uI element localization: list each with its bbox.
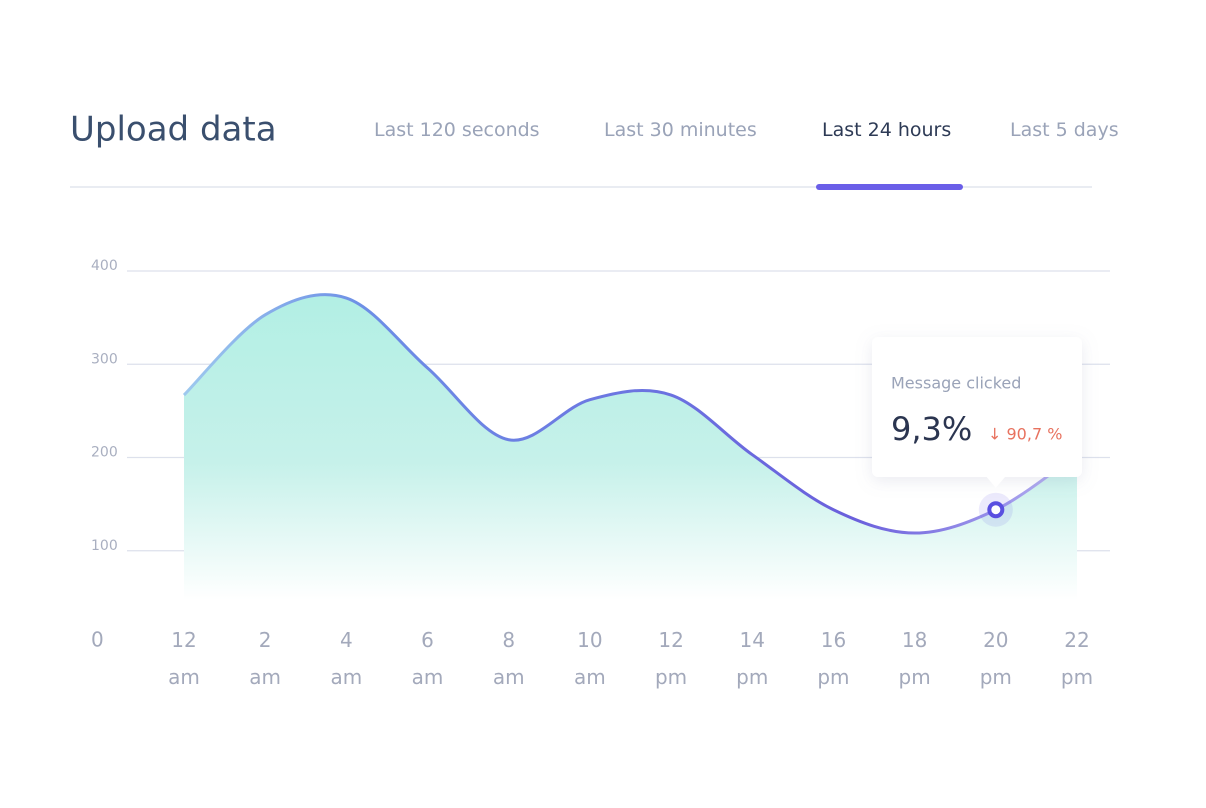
x-tick-label: 14 pm <box>736 628 769 689</box>
plot: 0 100 200 300 400 Message clicked 9,3% ↓ 90,7 % <box>91 184 1110 652</box>
tab[interactable]: Last 24 hours <box>822 119 952 141</box>
x-tick-label: 12 am <box>168 628 200 689</box>
y-tick-label: 400 <box>91 258 118 274</box>
tooltip-label: Message clicked <box>891 374 1021 393</box>
x-tick-label: 4 am <box>330 628 363 689</box>
x-tick-label: 10 am <box>574 628 606 689</box>
tab[interactable]: Last 120 seconds <box>374 119 540 141</box>
tooltip-value: 9,3% <box>891 410 972 448</box>
y-tick-label: 0 <box>91 628 104 652</box>
chart-title: Upload data <box>70 110 277 150</box>
y-tick-label: 300 <box>91 351 118 367</box>
area <box>184 294 1077 600</box>
tooltip: Message clicked 9,3% ↓ 90,7 % <box>872 337 1082 488</box>
line <box>182 293 1078 535</box>
x-tick-label: 2 am <box>249 628 282 689</box>
highlight-point <box>987 501 1005 519</box>
x-tick-label: 8 am <box>492 628 525 689</box>
x-tick-label: 6 am <box>411 628 444 689</box>
x-tick-label: 20 pm <box>979 628 1012 689</box>
tab[interactable]: Last 30 minutes <box>604 119 757 141</box>
x-tick-label: 22 pm <box>1060 628 1094 689</box>
tooltip-box <box>872 337 1082 477</box>
active-tab-indicator <box>816 184 963 190</box>
tooltip-change: ↓ 90,7 % <box>988 425 1062 444</box>
tooltip-pointer <box>985 476 1006 488</box>
y-tick-label: 100 <box>91 538 118 554</box>
x-tick-label: 16 pm <box>817 628 850 689</box>
x-tick-label: 18 pm <box>898 628 931 689</box>
tab[interactable]: Last 5 days <box>1010 119 1119 141</box>
y-tick-label: 200 <box>91 445 118 461</box>
x-tick-label: 12 pm <box>654 628 688 689</box>
